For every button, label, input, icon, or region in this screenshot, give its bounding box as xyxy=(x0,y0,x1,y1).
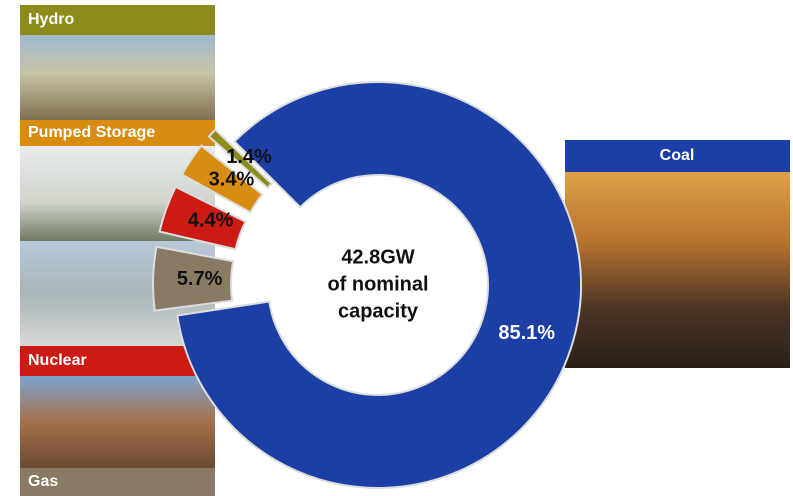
hydro-photo xyxy=(20,35,215,120)
value-label: 4.4% xyxy=(188,209,234,231)
category-label: Gas xyxy=(28,473,58,490)
value-label: 85.1% xyxy=(498,322,555,344)
gas-photo xyxy=(20,376,215,468)
category-label: Hydro xyxy=(28,11,74,28)
chart: 85.1% Coal 5.7% Gas 4.4% Nuclear 3.4% Pumped St… xyxy=(0,0,793,496)
coal-photo xyxy=(565,172,790,368)
page: {"chart_data": {"type": "donut", "catego… xyxy=(0,0,793,496)
value-label: 3.4% xyxy=(209,168,255,190)
center-label: capacity xyxy=(338,300,419,322)
category-label: Coal xyxy=(660,147,695,164)
category-label: Nuclear xyxy=(28,352,87,369)
center-label: 42.8GW xyxy=(341,246,414,268)
category-label: Pumped Storage xyxy=(28,124,155,141)
value-label: 1.4% xyxy=(226,146,272,168)
value-label: 5.7% xyxy=(177,268,223,290)
center-label: of nominal xyxy=(327,273,428,295)
